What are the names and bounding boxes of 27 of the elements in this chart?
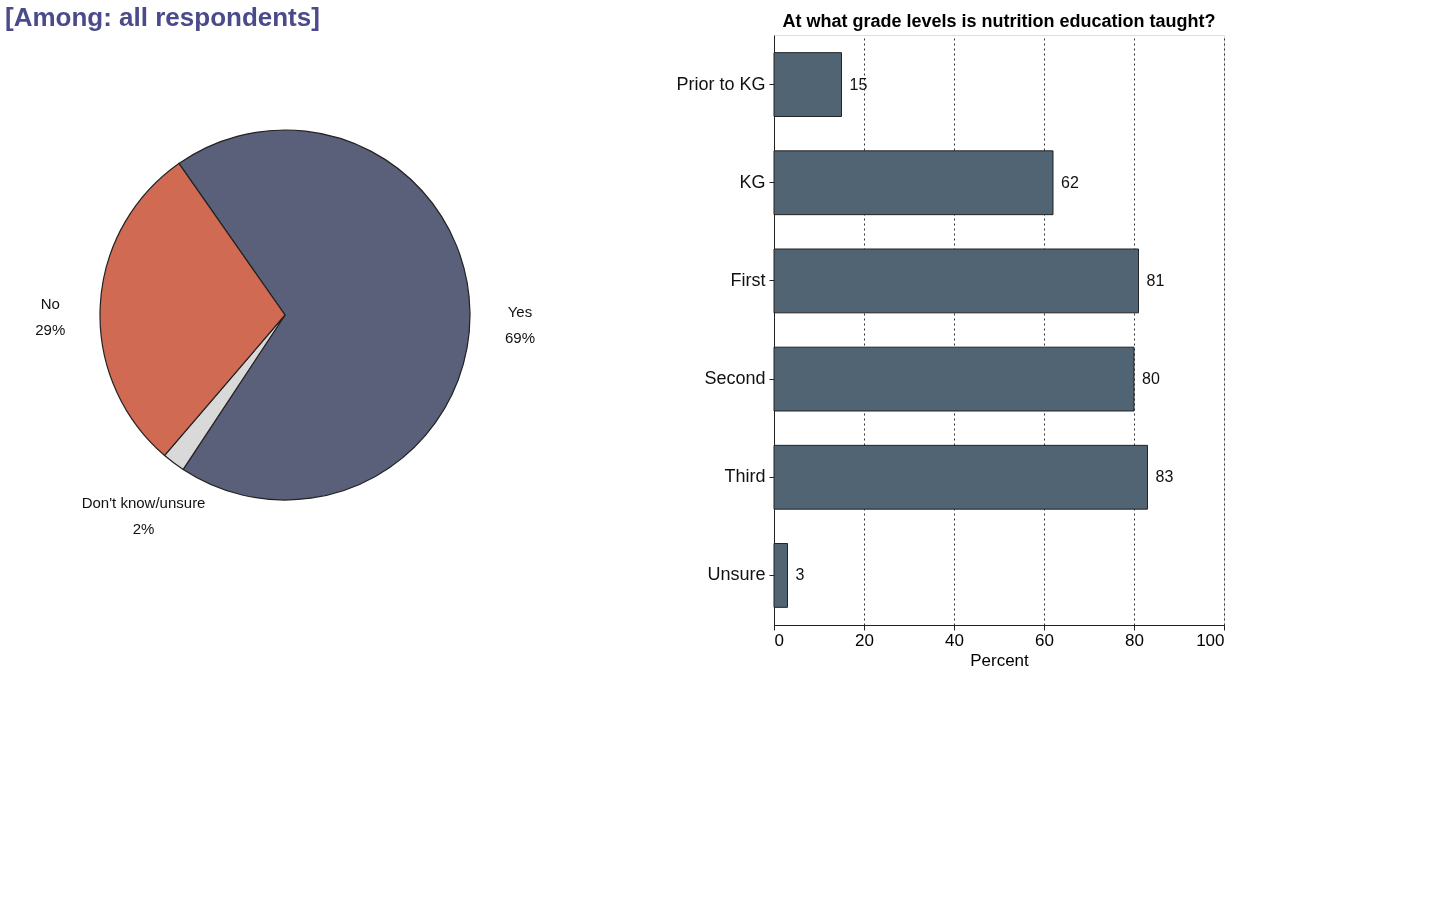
data-label: 29% xyxy=(35,320,66,338)
data-label: 3 xyxy=(795,566,805,584)
slice-label: No xyxy=(40,294,60,312)
x-tick-label: 0 xyxy=(774,630,784,650)
slice-label: Yes xyxy=(507,302,533,320)
y-tick-label: Second xyxy=(704,368,766,389)
chart-title: [Among: all respondents] xyxy=(5,2,320,32)
data-label: 81 xyxy=(1146,271,1165,289)
x-tick-label: 20 xyxy=(855,630,874,650)
x-axis-title: Percent xyxy=(970,650,1030,670)
data-label: 83 xyxy=(1155,468,1174,486)
data-label: 80 xyxy=(1142,370,1160,388)
y-tick-label: Third xyxy=(724,466,766,487)
x-tick-label: 40 xyxy=(945,630,964,650)
y-tick-label: KG xyxy=(739,171,766,192)
data-label: 2% xyxy=(132,519,155,537)
x-tick-label: 60 xyxy=(1035,630,1054,650)
chart-title: At what grade levels is nutrition education taught? xyxy=(782,11,1216,31)
data-label: 15 xyxy=(849,75,868,93)
x-tick-label: 80 xyxy=(1125,630,1144,650)
y-tick-label: Prior to KG xyxy=(676,73,766,94)
data-label: 62 xyxy=(1061,173,1079,191)
x-tick-label: 100 xyxy=(1196,630,1225,650)
y-tick-label: First xyxy=(730,269,766,290)
data-label: 69% xyxy=(504,328,535,346)
slice-label: Don't know/unsure xyxy=(81,493,206,511)
y-tick-label: Unsure xyxy=(707,564,766,585)
